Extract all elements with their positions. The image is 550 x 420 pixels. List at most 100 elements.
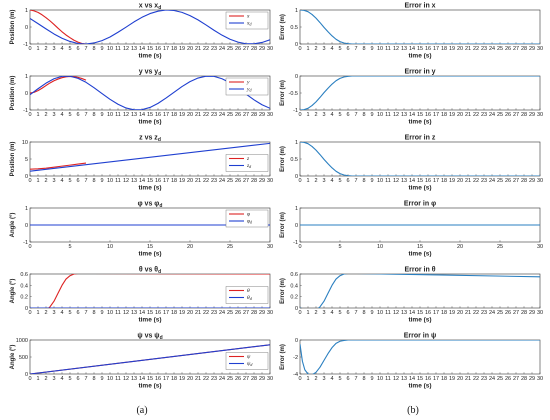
x-tick-label: 13: [131, 112, 137, 118]
x-tick-label: 23: [211, 46, 217, 52]
panel-x-vs-xd: x vs xd0 1 2 3 4 5 6 7 8 9 10 11 12 13 14 15 16 17 18 19 20 2…: [10, 3, 273, 60]
x-tick-label: 17: [433, 376, 439, 382]
x-tick-label: 26: [505, 376, 511, 382]
x-tick-label: 10: [107, 310, 113, 316]
y-tick-label: 0: [295, 223, 298, 229]
x-tick-label: 3: [322, 112, 325, 118]
x-tick-label: 15: [147, 310, 153, 316]
x-tick-label: 14: [409, 376, 415, 382]
legend-label: θd: [247, 295, 253, 301]
x-tick-label: 26: [505, 310, 511, 316]
x-tick-label: 13: [401, 46, 407, 52]
x-tick-label: 13: [131, 178, 137, 184]
x-tick-label: 11: [385, 310, 391, 316]
panel-title-subscript: d: [160, 335, 163, 341]
x-tick-label: 6: [346, 112, 349, 118]
legend-label-subscript: d: [250, 296, 253, 301]
y-tick-label: 0.6: [290, 272, 298, 278]
x-tick-label: 4: [60, 46, 63, 52]
y-tick-label: -1: [293, 108, 298, 114]
x-tick-label: 30: [267, 178, 273, 184]
x-tick-label: 10: [107, 178, 113, 184]
y-axis-label: Error (m): [280, 344, 286, 370]
legend-label-subscript: d: [250, 362, 253, 367]
x-tick-label: 2: [44, 112, 47, 118]
x-axis-label: time (s): [138, 119, 161, 126]
x-tick-label: 9: [370, 46, 373, 52]
x-tick-label: 22: [203, 112, 209, 118]
y-axis-label: Angle (°): [10, 345, 16, 370]
x-tick-label: 29: [259, 46, 265, 52]
panel-err-psi: Error in ψ0 1 2 3 4 5 6 7 8 9 10 11 12 13 14 15 16 17 18 19…: [280, 333, 543, 390]
x-axis-label: time (s): [138, 251, 161, 258]
x-axis-label: time (s): [408, 383, 431, 390]
x-tick-label: 12: [123, 376, 129, 382]
x-tick-label: 15: [147, 376, 153, 382]
x-tick-label: 29: [259, 310, 265, 316]
x-tick-label: 26: [235, 178, 241, 184]
x-tick-label: 8: [92, 46, 95, 52]
x-tick-label: 26: [235, 112, 241, 118]
x-tick-label: 1: [36, 376, 39, 382]
x-tick-label: 30: [537, 178, 543, 184]
panel-title-subscript: d: [158, 137, 161, 143]
x-tick-label: 6: [76, 46, 79, 52]
panel-z-vs-zd: z vs zd0 1 2 3 4 5 6 7 8 9 10 11 12 13 14 15 16 17 18 19 20 2…: [10, 135, 273, 192]
x-tick-label: 7: [354, 46, 357, 52]
x-tick-label: 21: [465, 112, 471, 118]
x-tick-label: 10: [107, 112, 113, 118]
panel-title: φ vs φd: [138, 201, 163, 210]
x-tick-label: 24: [489, 46, 495, 52]
x-axis-label: time (s): [408, 317, 431, 324]
x-tick-label: 6: [346, 376, 349, 382]
x-tick-label: 8: [362, 376, 365, 382]
x-tick-label: 22: [203, 376, 209, 382]
y-tick-label: 1: [295, 206, 298, 212]
y-axis-label: Angle (°): [10, 213, 16, 238]
x-axis-label: time (s): [138, 317, 161, 324]
x-tick-label: 0: [298, 310, 301, 316]
x-tick-label: 14: [409, 46, 415, 52]
x-tick-label: 30: [537, 310, 543, 316]
x-tick-label: 18: [171, 112, 177, 118]
panel-theta-vs-thetad: θ vs θd0 1 2 3 4 5 6 7 8 9 10 11 12 13 14 15 16 17 18 19 20 2…: [10, 267, 273, 324]
x-tick-label: 22: [203, 178, 209, 184]
x-tick-label: 23: [481, 112, 487, 118]
x-tick-label: 20: [457, 178, 463, 184]
x-tick-label: 2: [314, 310, 317, 316]
x-tick-label: 2: [44, 376, 47, 382]
x-tick-label: 23: [481, 46, 487, 52]
x-tick-label: 30: [267, 310, 273, 316]
x-axis-label: time (s): [138, 53, 161, 60]
y-tick-label: 1000: [16, 338, 28, 344]
series-line-0: [300, 340, 540, 374]
x-tick-label: 25: [497, 376, 503, 382]
x-tick-label: 29: [259, 178, 265, 184]
x-tick-label: 19: [449, 112, 455, 118]
y-tick-label: 1: [295, 140, 298, 146]
legend: xxd: [225, 11, 269, 30]
y-tick-label: -4: [293, 372, 298, 378]
x-tick-label: 5: [68, 244, 71, 250]
x-tick-label: 4: [60, 310, 63, 316]
x-tick-label: 5: [338, 376, 341, 382]
x-tick-label: 11: [385, 376, 391, 382]
x-tick-label: 19: [179, 112, 185, 118]
x-tick-label: 17: [433, 112, 439, 118]
panel-title: Error in z: [405, 135, 436, 142]
legend-label: ψ: [247, 354, 251, 360]
x-tick-label: 22: [473, 178, 479, 184]
x-tick-label: 30: [267, 376, 273, 382]
series-line-0: [300, 274, 540, 308]
x-tick-label: 16: [425, 376, 431, 382]
x-tick-label: 12: [393, 46, 399, 52]
x-tick-label: 3: [52, 376, 55, 382]
x-tick-label: 8: [92, 178, 95, 184]
x-tick-label: 24: [489, 178, 495, 184]
panel-err-x: Error in x0 1 2 3 4 5 6 7 8 9 10 11 12 13 14 15 16 17 18 19…: [280, 3, 543, 60]
x-tick-label: 22: [203, 310, 209, 316]
x-tick-label: 5: [338, 310, 341, 316]
x-tick-label: 13: [401, 178, 407, 184]
x-tick-label: 19: [449, 46, 455, 52]
y-axis-label: Error (m): [280, 278, 286, 304]
